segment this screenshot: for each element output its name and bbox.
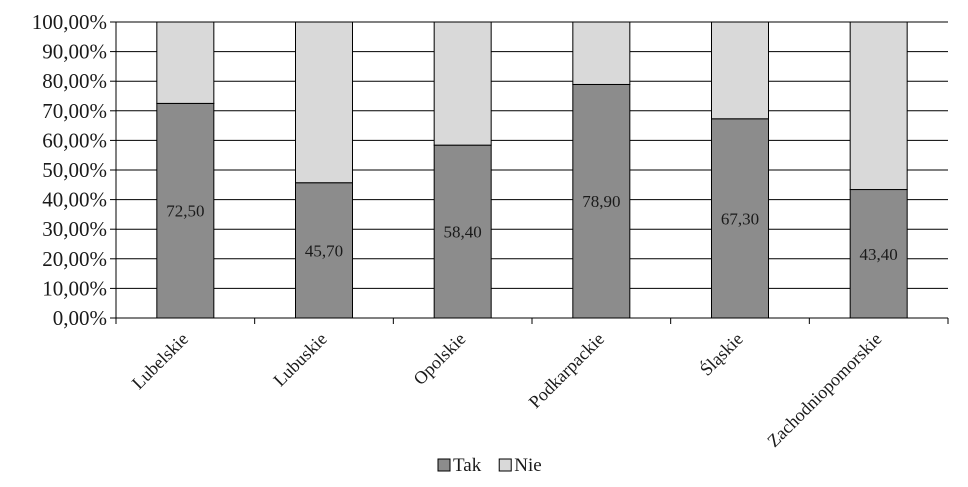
x-tick-label: Zachodniopomorskie: [763, 329, 885, 451]
bar-nie: [572, 21, 631, 85]
y-tick-label: 40,00%: [42, 188, 107, 212]
bar-tak: [849, 189, 908, 319]
x-tick-label: Lubelskie: [128, 329, 192, 393]
bar-nie: [849, 21, 908, 191]
bar-tak: [572, 83, 631, 319]
bars: [156, 21, 908, 319]
y-tick-label: 70,00%: [42, 99, 107, 123]
y-tick-label: 90,00%: [42, 40, 107, 64]
gridlines: [116, 21, 948, 319]
y-tick-label: 30,00%: [42, 217, 107, 241]
y-tick-label: 10,00%: [42, 276, 107, 300]
data-label: 58,40: [444, 223, 482, 242]
bar-tak: [156, 102, 215, 319]
y-tick-label: 20,00%: [42, 247, 107, 271]
bar-tak: [711, 118, 769, 319]
data-label: 78,90: [582, 192, 620, 211]
y-tick-label: 0,00%: [53, 306, 107, 330]
y-tick-label: 50,00%: [42, 158, 107, 182]
data-label: 45,70: [305, 241, 343, 260]
y-tick-label: 60,00%: [42, 128, 107, 152]
x-tick-label: Podkarpackie: [525, 329, 608, 412]
bar-nie: [156, 21, 215, 104]
legend-label-tak: Tak: [453, 455, 482, 476]
bar-tak: [433, 144, 492, 319]
legend: Tak Nie: [437, 455, 542, 476]
legend-label-nie: Nie: [514, 455, 541, 476]
data-label: 72,50: [166, 202, 204, 221]
legend-swatch-nie: [498, 458, 512, 472]
legend-swatch-tak: [437, 458, 451, 472]
bar-nie: [433, 21, 492, 146]
bar-nie: [295, 21, 353, 184]
x-tick-label: Śląskie: [695, 328, 747, 380]
x-tick-label: Lubuskie: [269, 329, 331, 391]
y-tick-label: 80,00%: [42, 69, 107, 93]
y-tick-label: 100,00%: [32, 10, 107, 34]
data-label: 43,40: [860, 245, 898, 264]
data-labels: 72,50 45,70 58,40 78,90 67,30 43,40: [166, 192, 898, 264]
bar-nie: [711, 21, 769, 120]
bar-tak: [295, 182, 353, 319]
x-tick-label: Opolskie: [409, 329, 469, 389]
data-label: 67,30: [721, 209, 759, 228]
